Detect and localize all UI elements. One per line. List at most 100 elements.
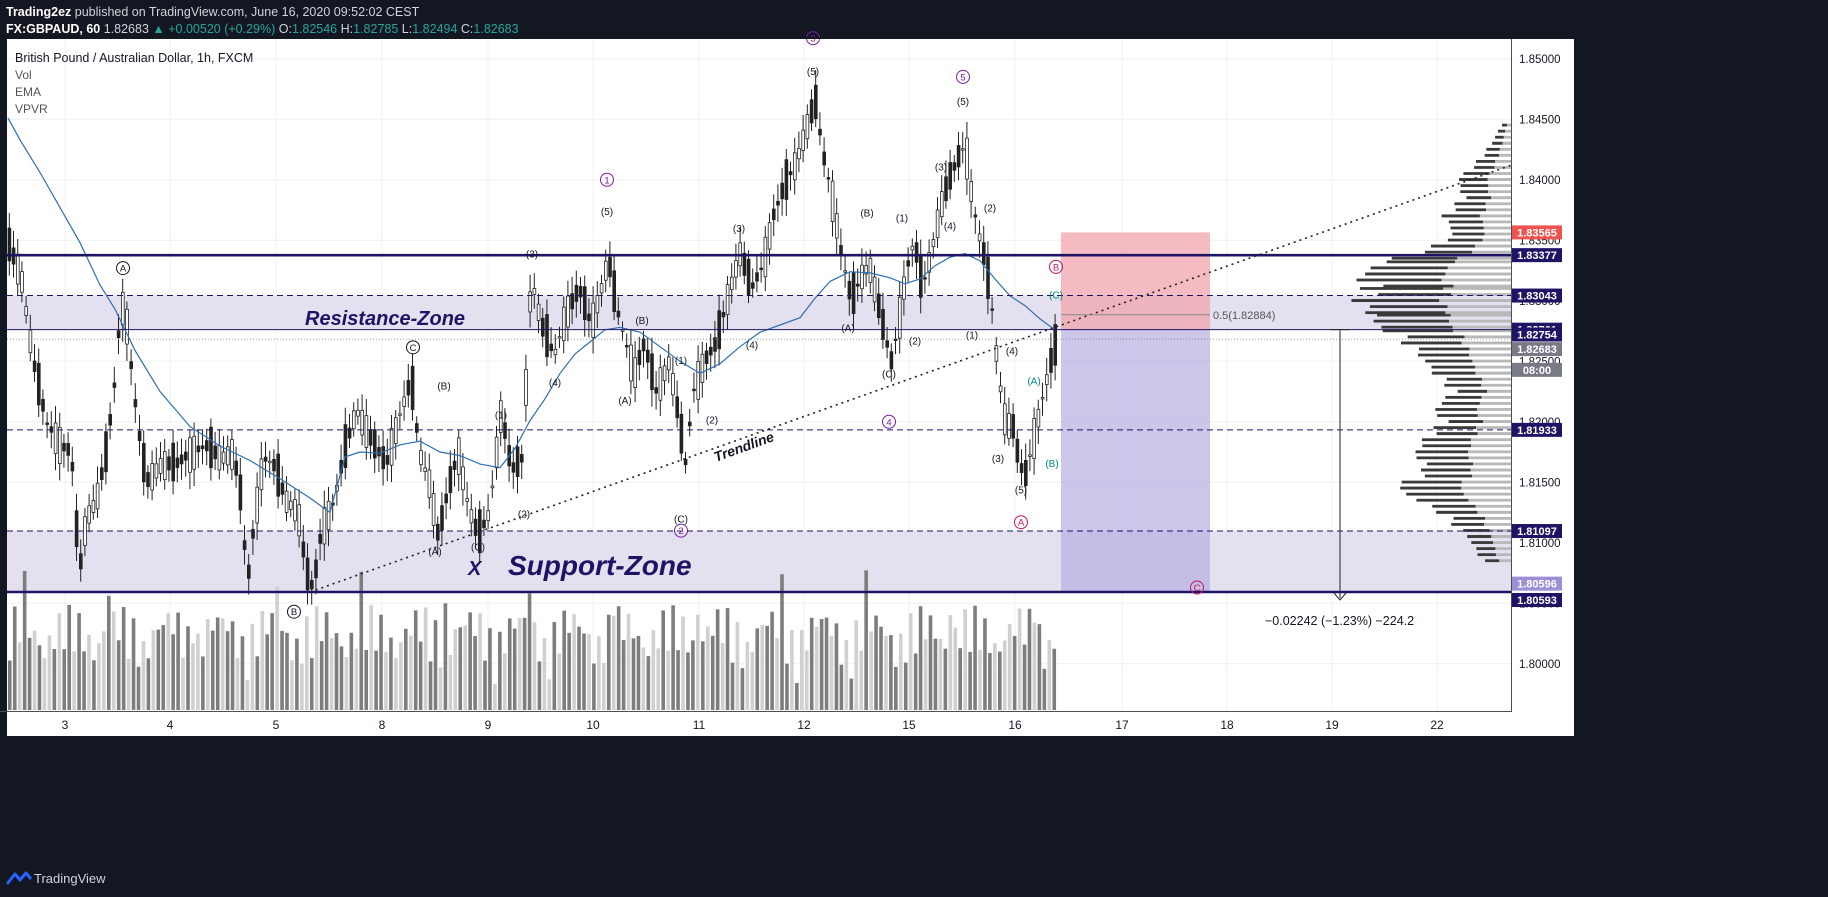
volume-bar <box>983 618 987 710</box>
volume-bar <box>1017 608 1022 710</box>
brand-name[interactable]: TradingView <box>34 871 106 886</box>
volume-bar <box>62 649 67 710</box>
profile-bar-up <box>1455 208 1487 212</box>
volume-bar <box>225 631 230 710</box>
volume-bar <box>854 620 859 710</box>
header-bar: Trading2ez published on TradingView.com,… <box>0 0 1828 44</box>
candle-body <box>116 330 121 339</box>
candle-body <box>141 443 146 483</box>
candle-body <box>902 276 906 300</box>
volume-bar <box>587 633 591 710</box>
volume-bar <box>646 656 651 710</box>
candle-body <box>986 256 990 299</box>
volume-bar <box>220 618 225 710</box>
candle-body <box>910 245 915 251</box>
profile-bar-up <box>1492 141 1503 145</box>
wave-label: A <box>120 264 127 275</box>
low-label: L: <box>401 22 413 36</box>
price-tag-bg <box>1512 593 1562 608</box>
tradingview-logo-icon[interactable] <box>6 870 32 886</box>
legend-vol[interactable]: Vol <box>15 68 32 82</box>
profile-bar-up <box>1365 272 1446 276</box>
candle-body <box>486 510 490 522</box>
candle-body <box>87 505 92 524</box>
wave-label: (4) <box>746 340 758 351</box>
price-chart[interactable]: 0.5(1.82884) −0.02242 (−1.23%) −224.2 Resi… <box>0 0 1828 862</box>
candle-body <box>625 345 629 348</box>
price-tag-bg <box>1512 576 1562 591</box>
wave-label: (C) <box>674 515 688 526</box>
wave-labels: A C B 1 2 3 4 5 B A C (5) (3) (4) (B) (A) (1) (2) (3) (4) (5… <box>116 31 1204 619</box>
volume-bar <box>963 609 967 710</box>
profile-bar-down <box>1457 256 1511 260</box>
volume-bar <box>171 634 175 710</box>
candle-body <box>830 180 835 223</box>
price-tag-label: 1.83565 <box>1517 227 1557 239</box>
volume-bar <box>681 616 685 710</box>
profile-bar-up <box>1416 456 1469 460</box>
profile-bar-down <box>1471 444 1511 448</box>
volume-bar <box>468 612 472 710</box>
candle-body <box>179 454 184 465</box>
candle-body <box>864 265 868 275</box>
volume-bar <box>339 646 344 710</box>
candle-body <box>498 400 503 433</box>
profile-bar-up <box>1365 311 1446 315</box>
volume-bar <box>181 657 185 710</box>
author-name[interactable]: Trading2ez <box>6 5 72 19</box>
candle-body <box>755 272 759 282</box>
candle-body <box>935 209 940 239</box>
profile-bar-down <box>1452 325 1511 329</box>
candle-body <box>851 272 856 315</box>
volume-bar <box>463 625 467 710</box>
volume-bar <box>290 660 294 710</box>
profile-bar-down <box>1489 172 1511 175</box>
candle-body <box>37 362 41 406</box>
wave-circle <box>1049 259 1063 274</box>
volume-bar <box>894 666 898 710</box>
profile-bar-up <box>1454 202 1486 206</box>
volume-bar <box>265 634 269 710</box>
volume-bar <box>354 648 359 710</box>
wave-label: (2) <box>706 415 718 426</box>
x-tick-label: 8 <box>379 718 386 732</box>
profile-bar-up <box>1459 178 1488 181</box>
volume-bar <box>755 628 760 710</box>
candle-body <box>629 344 633 382</box>
candle-body <box>906 260 910 267</box>
profile-bar-up <box>1432 504 1476 508</box>
x-tick-label: 5 <box>273 718 280 732</box>
volume-bar <box>884 636 888 710</box>
volume-bar <box>404 628 408 710</box>
volume-bar <box>334 633 339 710</box>
candle-body <box>545 314 549 358</box>
candle-body <box>1015 438 1020 463</box>
candle-body <box>272 459 276 472</box>
candle-body <box>772 208 776 221</box>
volume-bar <box>428 661 433 710</box>
volume-bar <box>537 661 542 710</box>
candle-body <box>1028 454 1032 457</box>
candle-body <box>15 253 20 285</box>
legend-ema[interactable]: EMA <box>15 85 42 99</box>
wave-label: (B) <box>437 381 450 392</box>
wave-circle <box>674 523 688 538</box>
volume-bar <box>37 645 42 710</box>
publish-line: Trading2ez published on TradingView.com,… <box>6 5 419 19</box>
profile-bar-down <box>1502 141 1511 145</box>
profile-bar-down <box>1505 129 1511 133</box>
wave-label: (3) <box>733 224 745 235</box>
symbol-label[interactable]: FX:GBPAUD, 60 <box>6 22 101 36</box>
volume-bar <box>616 606 621 710</box>
volume-bar <box>1052 648 1057 710</box>
price-tag-label: 1.82754 <box>1517 330 1558 342</box>
candle-body <box>423 467 427 472</box>
volume-bar <box>379 614 383 710</box>
legend-vpvr[interactable]: VPVR <box>15 102 48 116</box>
resistance-zone-box <box>7 295 1511 330</box>
wave-label: (3) <box>526 250 538 261</box>
profile-bar-up <box>1359 287 1444 290</box>
profile-bar-down <box>1473 462 1511 466</box>
candle-body <box>221 451 226 464</box>
profile-bar-up <box>1448 420 1483 423</box>
